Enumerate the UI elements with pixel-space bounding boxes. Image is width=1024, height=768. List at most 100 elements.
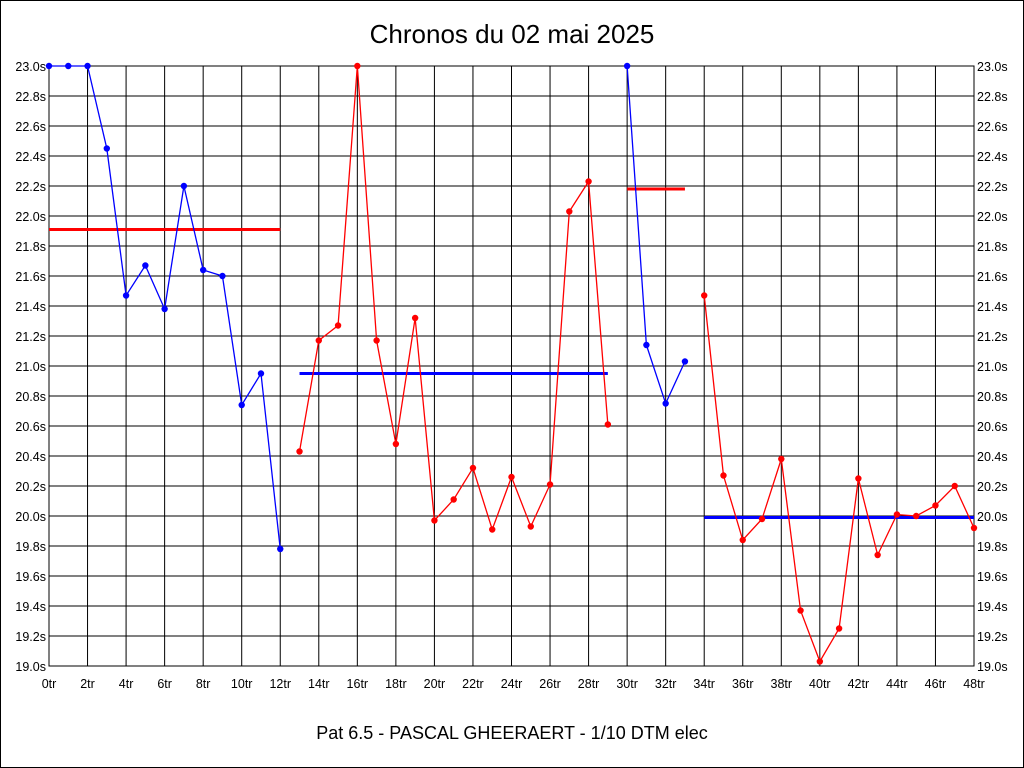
y-tick-label-right: 19.2s [977,630,1008,644]
x-tick-label: 48tr [963,677,985,691]
series [45,62,284,553]
data-point [431,517,438,524]
y-tick-label-right: 22.6s [977,120,1008,134]
data-point [797,607,804,614]
data-point [816,658,824,665]
x-tick-label: 42tr [848,677,870,691]
y-tick-label-right: 21.4s [977,300,1008,314]
y-tick-label-left: 23.0s [15,60,46,74]
data-point [912,512,920,520]
data-point [758,515,766,523]
y-tick-label-left: 22.0s [15,210,46,224]
data-point [84,62,91,70]
y-tick-label-left: 19.0s [15,660,46,674]
x-tick-label: 28tr [578,677,600,691]
x-tick-label: 14tr [308,677,330,691]
data-point [893,511,901,518]
data-point [835,625,843,632]
y-tick-label-left: 22.8s [15,90,46,104]
data-point [161,305,168,313]
y-tick-label-right: 19.6s [977,570,1008,584]
data-point [701,292,708,299]
data-point [855,475,862,482]
y-tick-label-right: 23.0s [977,60,1008,74]
y-tick-label-right: 21.8s [977,240,1008,254]
y-tick-label-right: 19.4s [977,600,1008,614]
data-point [546,481,554,488]
x-tick-label: 32tr [655,677,677,691]
y-tick-label-right: 22.2s [977,180,1008,194]
data-point [373,337,380,344]
data-point [604,421,612,428]
data-point [527,523,534,530]
series-layer [45,62,978,665]
x-tick-label: 20tr [424,677,446,691]
data-point [566,208,573,215]
series-line [626,65,686,406]
data-point [122,292,130,299]
data-point [932,502,939,509]
y-tick-label-left: 22.4s [15,150,46,164]
y-tick-label-right: 19.0s [977,660,1008,674]
x-tick-label: 46tr [925,677,947,691]
y-tick-label-left: 22.6s [15,120,46,134]
data-point [103,145,111,152]
y-tick-label-right: 20.6s [977,420,1008,434]
y-tick-label-left: 20.6s [15,420,46,434]
x-tick-label: 6tr [157,677,172,691]
data-point [411,314,419,322]
y-tick-label-right: 22.4s [977,150,1008,164]
series [296,62,612,533]
average-lines [49,187,974,519]
x-tick-label: 2tr [80,677,95,691]
x-tick-label: 44tr [886,677,908,691]
y-tick-label-right: 20.2s [977,480,1008,494]
data-point [720,472,727,479]
y-tick-label-left: 21.8s [15,240,46,254]
series-line [703,295,975,664]
data-point [180,182,188,190]
y-tick-label-right: 20.8s [977,390,1008,404]
y-tick-label-right: 22.0s [977,210,1008,224]
data-point [238,401,245,409]
x-tick-label: 4tr [119,677,134,691]
data-point [392,440,400,448]
data-point [739,536,746,544]
y-tick-label-right: 20.0s [977,510,1008,524]
y-tick-label-right: 22.8s [977,90,1008,104]
chart-subtitle: Pat 6.5 - PASCAL GHEERAERT - 1/10 DTM el… [316,723,707,743]
data-point [257,370,265,377]
y-tick-label-left: 20.2s [15,480,46,494]
x-tick-label: 24tr [501,677,523,691]
y-tick-label-right: 21.2s [977,330,1008,344]
data-point [681,358,689,365]
x-tick-label: 38tr [771,677,793,691]
y-tick-label-left: 19.2s [15,630,46,644]
y-tick-label-right: 20.4s [977,450,1008,464]
y-axis-right: 19.0s 19.2s 19.4s 19.6s 19.8s 20.0s 20.2s 20.4s… [977,60,1008,674]
x-tick-label: 10tr [231,677,253,691]
series [701,292,978,665]
data-point [142,262,149,269]
data-point [354,62,361,70]
x-tick-label: 40tr [809,677,831,691]
data-point [296,448,303,455]
y-tick-label-left: 19.4s [15,600,46,614]
data-point [45,62,53,70]
x-tick-label: 26tr [539,677,561,691]
data-point [315,337,322,344]
data-point [334,322,342,329]
x-tick-label: 30tr [616,677,638,691]
y-axis-left: 19.0s 19.2s 19.4s 19.6s 19.8s 20.0s 20.2s 20.4s… [15,60,46,674]
x-tick-label: 22tr [462,677,484,691]
y-tick-label-left: 21.4s [15,300,46,314]
x-tick-label: 18tr [385,677,407,691]
chart-title: Chronos du 02 mai 2025 [370,19,655,49]
data-point [970,524,978,532]
data-point [65,62,72,70]
y-tick-label-left: 20.0s [15,510,46,524]
data-point [778,455,785,463]
y-tick-label-left: 20.8s [15,390,46,404]
data-point [662,400,669,407]
